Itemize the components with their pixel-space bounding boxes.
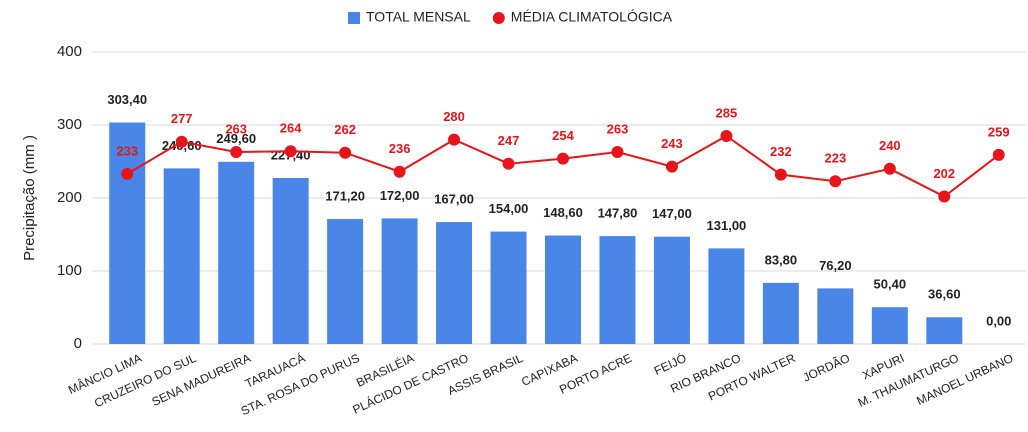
bar bbox=[163, 168, 200, 344]
x-tick-label: MANOEL URBANO bbox=[914, 351, 1015, 408]
line-value-label: 240 bbox=[879, 138, 901, 153]
line-point bbox=[611, 146, 624, 159]
line-point bbox=[665, 160, 678, 173]
bar-value-label: 147,80 bbox=[598, 206, 638, 221]
bar bbox=[381, 218, 418, 344]
bar bbox=[490, 231, 527, 344]
bar bbox=[599, 236, 636, 344]
line-value-label: 264 bbox=[280, 121, 302, 136]
bar-value-label: 83,80 bbox=[765, 252, 798, 267]
bar-value-label: 147,00 bbox=[652, 206, 692, 221]
bar-value-label: 171,20 bbox=[325, 188, 365, 203]
bar bbox=[218, 161, 255, 344]
bar-value-label: 154,00 bbox=[489, 201, 529, 216]
line-point bbox=[883, 162, 896, 175]
bar-value-label: 131,00 bbox=[707, 218, 747, 233]
bar bbox=[817, 288, 854, 344]
bar-value-label: 50,40 bbox=[874, 277, 907, 292]
y-axis-label: Precipitação (mm ) bbox=[21, 135, 38, 261]
bar bbox=[109, 122, 146, 344]
legend-swatch bbox=[492, 12, 505, 24]
bar-value-label: 0,00 bbox=[986, 313, 1011, 328]
legend-swatch bbox=[348, 12, 360, 24]
bar-value-label: 148,60 bbox=[543, 205, 583, 220]
bar-value-label: 36,60 bbox=[928, 287, 961, 302]
line-value-label: 280 bbox=[443, 109, 465, 124]
line-value-label: 263 bbox=[225, 121, 247, 136]
line-point bbox=[448, 133, 461, 146]
line-point bbox=[502, 157, 515, 170]
line-point bbox=[720, 129, 733, 142]
x-tick-label: FEIJÓ bbox=[651, 350, 688, 378]
bar-value-label: 76,20 bbox=[819, 258, 852, 273]
line-value-label: 262 bbox=[334, 122, 356, 137]
line-point bbox=[774, 168, 787, 181]
bar-value-label: 303,40 bbox=[107, 92, 147, 107]
y-tick-label: 300 bbox=[57, 116, 82, 133]
bar-value-label: 172,00 bbox=[380, 188, 420, 203]
y-tick-label: 200 bbox=[57, 189, 82, 206]
line-value-label: 285 bbox=[716, 105, 738, 120]
y-tick-label: 0 bbox=[74, 335, 82, 352]
line-point bbox=[230, 146, 243, 159]
line-value-label: 247 bbox=[498, 133, 520, 148]
bar bbox=[272, 177, 309, 344]
bar bbox=[327, 219, 364, 344]
x-tick-label: SENA MADUREIRA bbox=[150, 351, 253, 409]
line-point bbox=[992, 148, 1005, 161]
line bbox=[126, 134, 1000, 198]
bar bbox=[926, 317, 963, 344]
legend-label: MÉDIA CLIMATOLÓGICA bbox=[511, 9, 673, 25]
line-value-label: 232 bbox=[770, 144, 792, 159]
line-point bbox=[284, 145, 297, 158]
bar bbox=[708, 248, 745, 344]
bar bbox=[762, 282, 799, 344]
y-tick-label: 400 bbox=[57, 43, 82, 60]
bar bbox=[871, 307, 908, 344]
line-point bbox=[175, 135, 188, 148]
bar bbox=[545, 235, 581, 344]
line-value-label: 236 bbox=[389, 141, 411, 156]
line-value-label: 263 bbox=[607, 121, 629, 136]
bar-value-label: 167,00 bbox=[434, 192, 474, 207]
line-value-label: 223 bbox=[825, 151, 847, 166]
legend-label: TOTAL MENSAL bbox=[366, 9, 471, 25]
line-point bbox=[829, 175, 842, 188]
line-point bbox=[121, 167, 134, 180]
line-value-label: 254 bbox=[552, 128, 574, 143]
line-point bbox=[393, 165, 406, 178]
bar bbox=[436, 222, 473, 344]
x-tick-label: JORDÃO bbox=[801, 351, 852, 385]
line-point bbox=[938, 190, 951, 203]
line-value-label: 202 bbox=[933, 166, 955, 181]
line-point bbox=[339, 146, 352, 159]
line-value-label: 233 bbox=[116, 143, 138, 158]
bar bbox=[653, 236, 690, 344]
line-value-label: 277 bbox=[171, 111, 193, 126]
line-point bbox=[557, 152, 569, 165]
y-tick-label: 100 bbox=[57, 262, 82, 279]
bar-value-label: 249,60 bbox=[216, 131, 256, 146]
line-value-label: 259 bbox=[988, 124, 1010, 139]
line-value-label: 243 bbox=[661, 136, 683, 151]
